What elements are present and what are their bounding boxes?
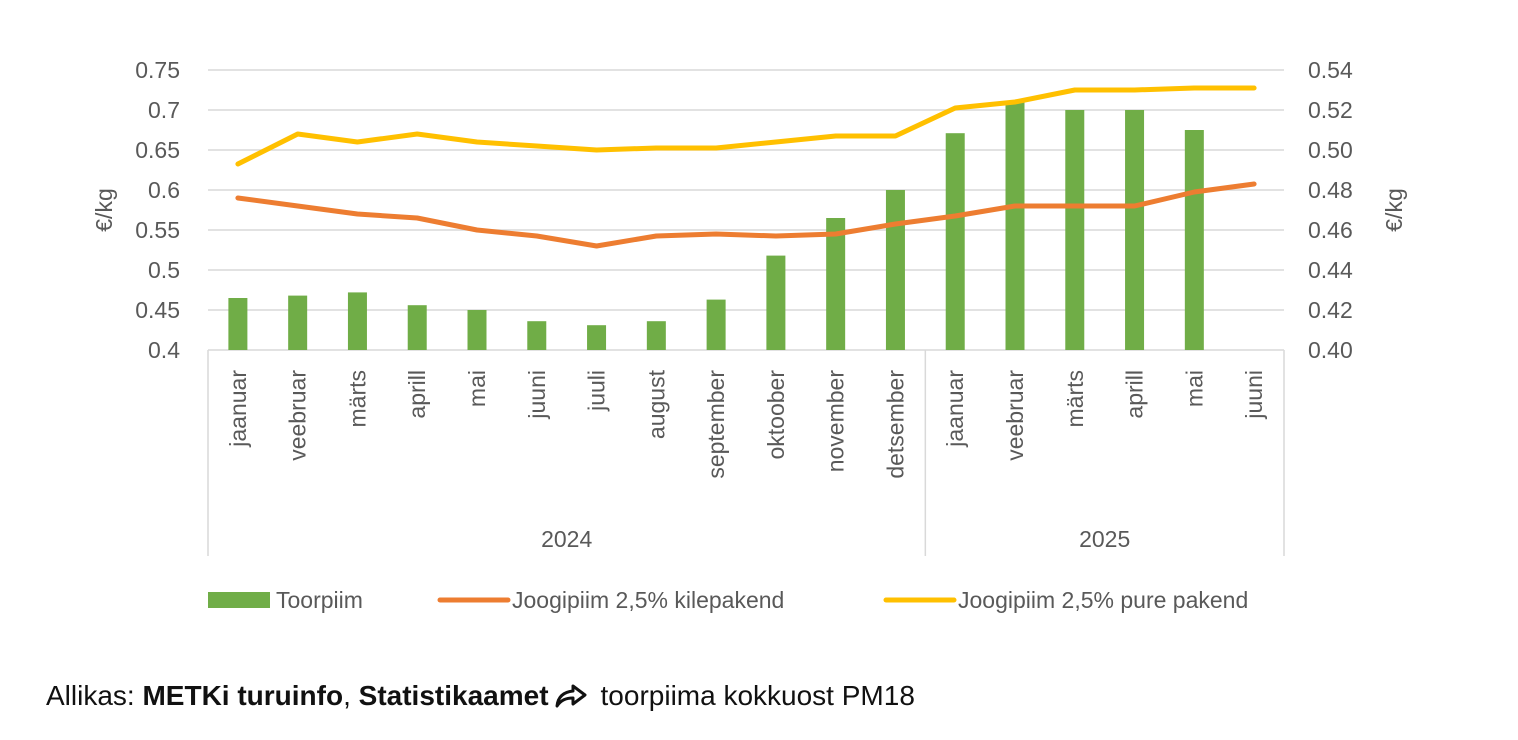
x-tick-label: november: [823, 370, 849, 473]
x-tick-label: august: [643, 369, 669, 439]
bar-toorpiim: [467, 310, 487, 350]
y-left-tick-label: 0.55: [135, 217, 180, 243]
bar-toorpiim: [407, 305, 427, 350]
y-right-tick-label: 0.42: [1308, 297, 1353, 323]
y-left-tick-label: 0.5: [148, 257, 180, 283]
y-right-tick-label: 0.46: [1308, 217, 1353, 243]
y-left-tick-label: 0.7: [148, 97, 180, 123]
y-right-tick-label: 0.40: [1308, 337, 1353, 363]
y-right-tick-label: 0.44: [1308, 257, 1353, 283]
bar-toorpiim: [1184, 130, 1204, 350]
x-tick-label: oktoober: [763, 370, 789, 460]
x-tick-label: aprill: [404, 370, 430, 419]
bar-toorpiim: [587, 325, 607, 350]
bar-toorpiim: [826, 218, 846, 350]
bar-toorpiim: [1125, 110, 1145, 350]
group-label-2024: 2024: [541, 526, 592, 552]
source-link-metk[interactable]: METKi turuinfo: [142, 680, 344, 711]
y-left-tick-label: 0.6: [148, 177, 180, 203]
bar-toorpiim: [288, 295, 308, 350]
y-left-tick-label: 0.45: [135, 297, 180, 323]
source-suffix: toorpiima kokkuost PM18: [600, 680, 915, 711]
y-right-axis-title: €/kg: [1381, 188, 1407, 231]
y-left-axis-title: €/kg: [91, 188, 117, 231]
source-prefix: Allikas:: [46, 680, 143, 711]
x-tick-label: mai: [1181, 370, 1207, 407]
x-tick-label: veebruar: [1002, 370, 1028, 461]
source-link-statistikaamet[interactable]: Statistikaamet: [358, 680, 549, 711]
bar-toorpiim: [527, 321, 547, 350]
bar-toorpiim: [1065, 110, 1085, 350]
share-arrow-icon[interactable]: [555, 683, 587, 715]
x-tick-label: jaanuar: [225, 370, 251, 448]
line-pure-pakend: [235, 85, 1257, 167]
bar-toorpiim: [885, 190, 905, 350]
x-tick-label: veebruar: [285, 370, 311, 461]
y-right-tick-label: 0.54: [1308, 57, 1353, 83]
bar-toorpiim: [347, 292, 367, 350]
legend-label: Toorpiim: [276, 587, 363, 613]
legend-label: Joogipiim 2,5% kilepakend: [512, 587, 784, 613]
y-left-tick-label: 0.65: [135, 137, 180, 163]
x-tick-label: mai: [464, 370, 490, 407]
x-tick-label: jaanuar: [942, 370, 968, 448]
y-right-tick-label: 0.48: [1308, 177, 1353, 203]
legend-label: Joogipiim 2,5% pure pakend: [958, 587, 1248, 613]
y-right-tick-label: 0.50: [1308, 137, 1353, 163]
bar-toorpiim: [945, 133, 965, 350]
x-tick-label: märts: [1062, 370, 1088, 428]
bar-toorpiim: [706, 299, 726, 350]
y-left-tick-label: 0.4: [148, 337, 180, 363]
x-tick-label: märts: [344, 370, 370, 428]
bar-toorpiim: [1005, 102, 1025, 350]
x-tick-label: september: [703, 370, 729, 479]
y-left-tick-label: 0.75: [135, 57, 180, 83]
y-right-tick-label: 0.52: [1308, 97, 1353, 123]
group-label-2025: 2025: [1079, 526, 1130, 552]
x-tick-label: juuni: [524, 370, 550, 420]
bar-toorpiim: [646, 321, 666, 350]
x-tick-label: juuni: [1241, 370, 1267, 420]
x-tick-label: juuli: [584, 370, 610, 412]
line-kilepakend: [235, 181, 1257, 249]
x-tick-label: aprill: [1122, 370, 1148, 419]
chart: 0.4 0.45 0.5 0.55 0.6 0.65 0.7 0.75 0.40 0.42 0.44…: [91, 57, 1407, 613]
x-tick-label: detsember: [882, 370, 908, 479]
legend-swatch-bar: [208, 592, 270, 608]
source-line: Allikas: METKi turuinfo, Statistikaamet t…: [46, 680, 915, 715]
source-separator: ,: [343, 680, 359, 711]
bar-toorpiim: [766, 255, 786, 350]
bar-toorpiim: [228, 298, 248, 350]
